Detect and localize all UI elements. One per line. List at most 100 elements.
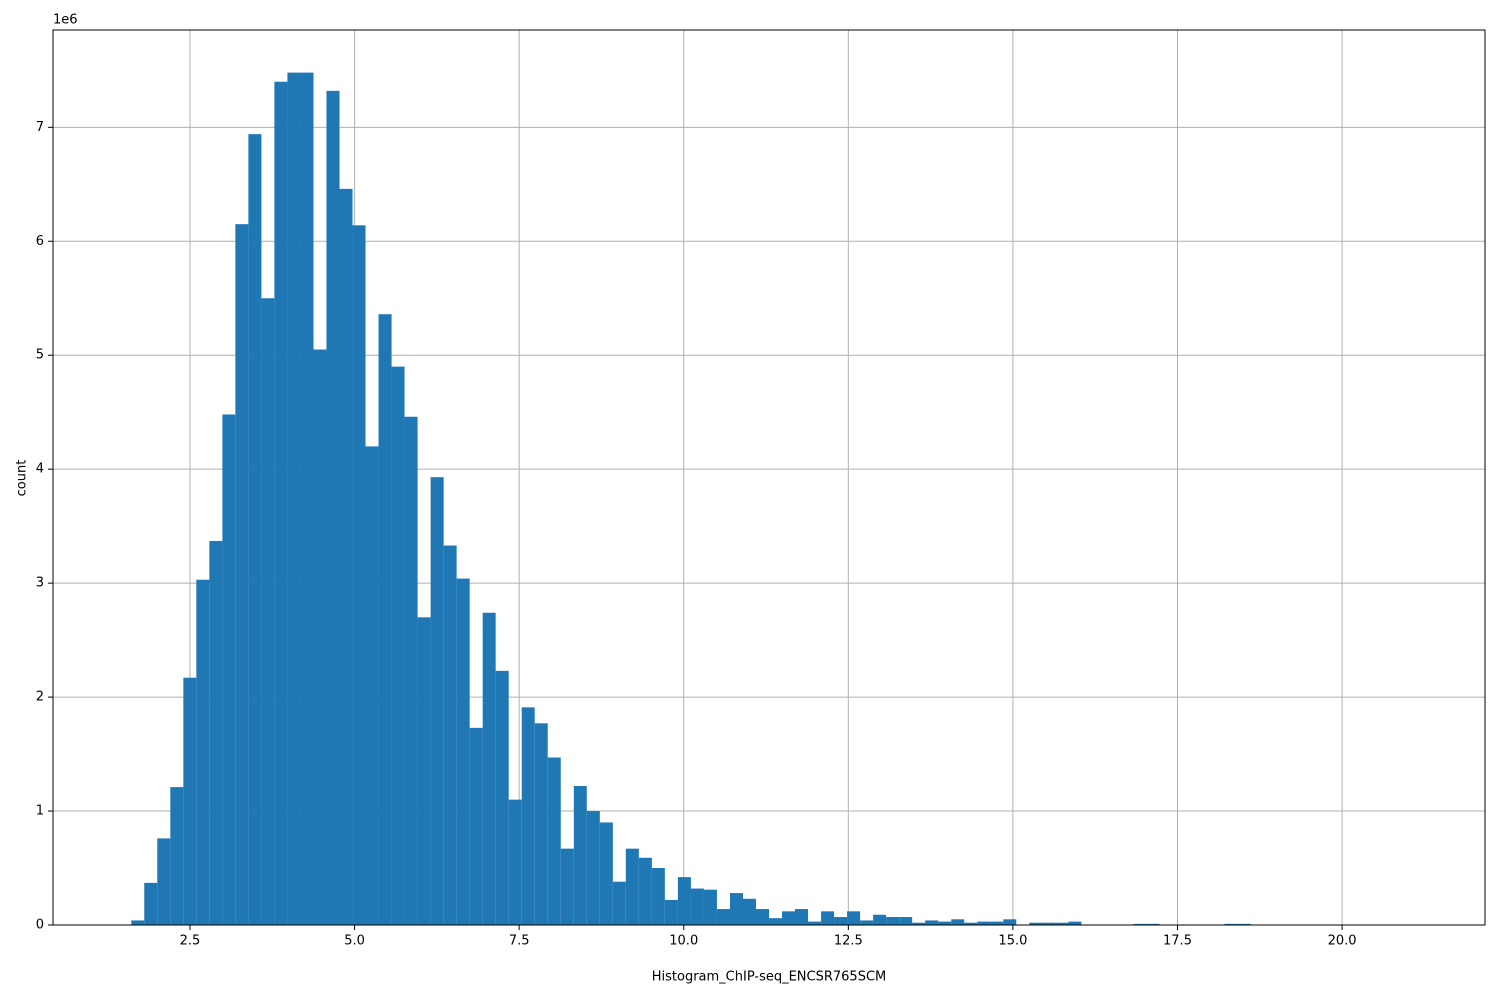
bar <box>860 920 874 925</box>
bar <box>1003 919 1017 925</box>
bar <box>417 617 431 925</box>
bar <box>1055 922 1069 925</box>
bar <box>795 909 809 925</box>
bar <box>964 922 978 925</box>
bar <box>443 545 457 925</box>
bar <box>235 224 249 925</box>
bar <box>157 838 171 925</box>
y-offset-label: 1e6 <box>53 13 78 28</box>
bar <box>886 917 900 925</box>
bar <box>925 920 939 925</box>
bar <box>664 899 678 925</box>
bar <box>495 670 509 925</box>
x-tick-label: 10.0 <box>669 934 698 949</box>
bar <box>638 857 652 925</box>
bar <box>469 727 483 925</box>
bar <box>690 888 704 925</box>
bar <box>612 881 626 925</box>
bar <box>625 848 639 925</box>
bar <box>938 921 952 925</box>
bar <box>1237 923 1251 925</box>
bar <box>170 787 184 925</box>
bar <box>352 225 366 926</box>
bar <box>560 848 574 925</box>
y-tick-label: 6 <box>36 234 44 249</box>
x-tick-label: 20.0 <box>1328 934 1357 949</box>
bars <box>131 72 1251 926</box>
bar <box>755 909 769 925</box>
bar <box>1029 922 1043 925</box>
y-tick-label: 5 <box>36 348 44 363</box>
bar <box>573 785 587 925</box>
bar <box>729 893 743 925</box>
bar <box>586 811 600 925</box>
bar <box>131 920 145 925</box>
bar <box>521 707 535 925</box>
bar <box>808 921 822 925</box>
y-tick-label: 1 <box>36 804 44 819</box>
bar <box>222 414 236 925</box>
bar <box>1042 922 1056 925</box>
bar <box>261 298 275 926</box>
bar <box>1068 921 1082 925</box>
bar <box>847 911 861 925</box>
bar <box>404 416 418 925</box>
y-axis-label: count <box>15 460 30 497</box>
x-tick-label: 17.5 <box>1163 934 1192 949</box>
bar <box>378 314 392 925</box>
bar <box>834 917 848 925</box>
bar <box>951 919 965 925</box>
bar <box>873 914 887 925</box>
bar <box>456 578 470 925</box>
bar <box>508 799 522 925</box>
bar <box>703 889 717 925</box>
bar <box>912 922 926 925</box>
ticks: 2.5 5.0 7.5 10.0 12.5 15.0 17.5 20.0 0 1 2 3 4 5 6 7 <box>36 120 1357 949</box>
bar <box>144 882 158 925</box>
bar <box>677 877 691 925</box>
bar <box>821 911 835 925</box>
bar <box>248 134 262 926</box>
bar <box>430 477 444 925</box>
bar <box>339 188 353 926</box>
bar <box>287 72 301 926</box>
x-tick-label: 7.5 <box>509 934 530 949</box>
y-tick-label: 7 <box>36 120 44 135</box>
bar <box>300 72 314 926</box>
bar <box>547 757 561 925</box>
x-tick-label: 5.0 <box>344 934 365 949</box>
bar <box>769 918 783 925</box>
axes-frame <box>52 29 1486 926</box>
bar <box>1133 923 1147 925</box>
x-tick-label: 12.5 <box>834 934 863 949</box>
bar <box>977 921 991 925</box>
x-tick-label: 15.0 <box>998 934 1027 949</box>
bar <box>313 349 327 925</box>
bar <box>1224 923 1238 925</box>
y-tick-label: 3 <box>36 576 44 591</box>
bar <box>274 81 288 926</box>
bar <box>990 921 1004 925</box>
bar <box>742 898 756 925</box>
bar <box>326 90 340 925</box>
bar <box>716 909 730 925</box>
bar <box>365 446 379 925</box>
x-tick-label: 2.5 <box>180 934 201 949</box>
bar <box>651 868 665 925</box>
bar <box>899 917 913 925</box>
bar <box>196 579 210 925</box>
y-tick-label: 4 <box>36 462 44 477</box>
bar <box>183 677 197 925</box>
bar <box>1146 923 1160 925</box>
bar <box>482 612 496 925</box>
bar <box>599 822 613 925</box>
bar <box>209 540 223 925</box>
y-tick-label: 0 <box>36 918 44 933</box>
x-axis-label: Histogram_ChIP-seq_ENCSR765SCM <box>652 970 887 985</box>
bar <box>782 911 796 925</box>
bar <box>391 366 405 926</box>
y-tick-label: 2 <box>36 690 44 705</box>
bar <box>534 723 548 925</box>
